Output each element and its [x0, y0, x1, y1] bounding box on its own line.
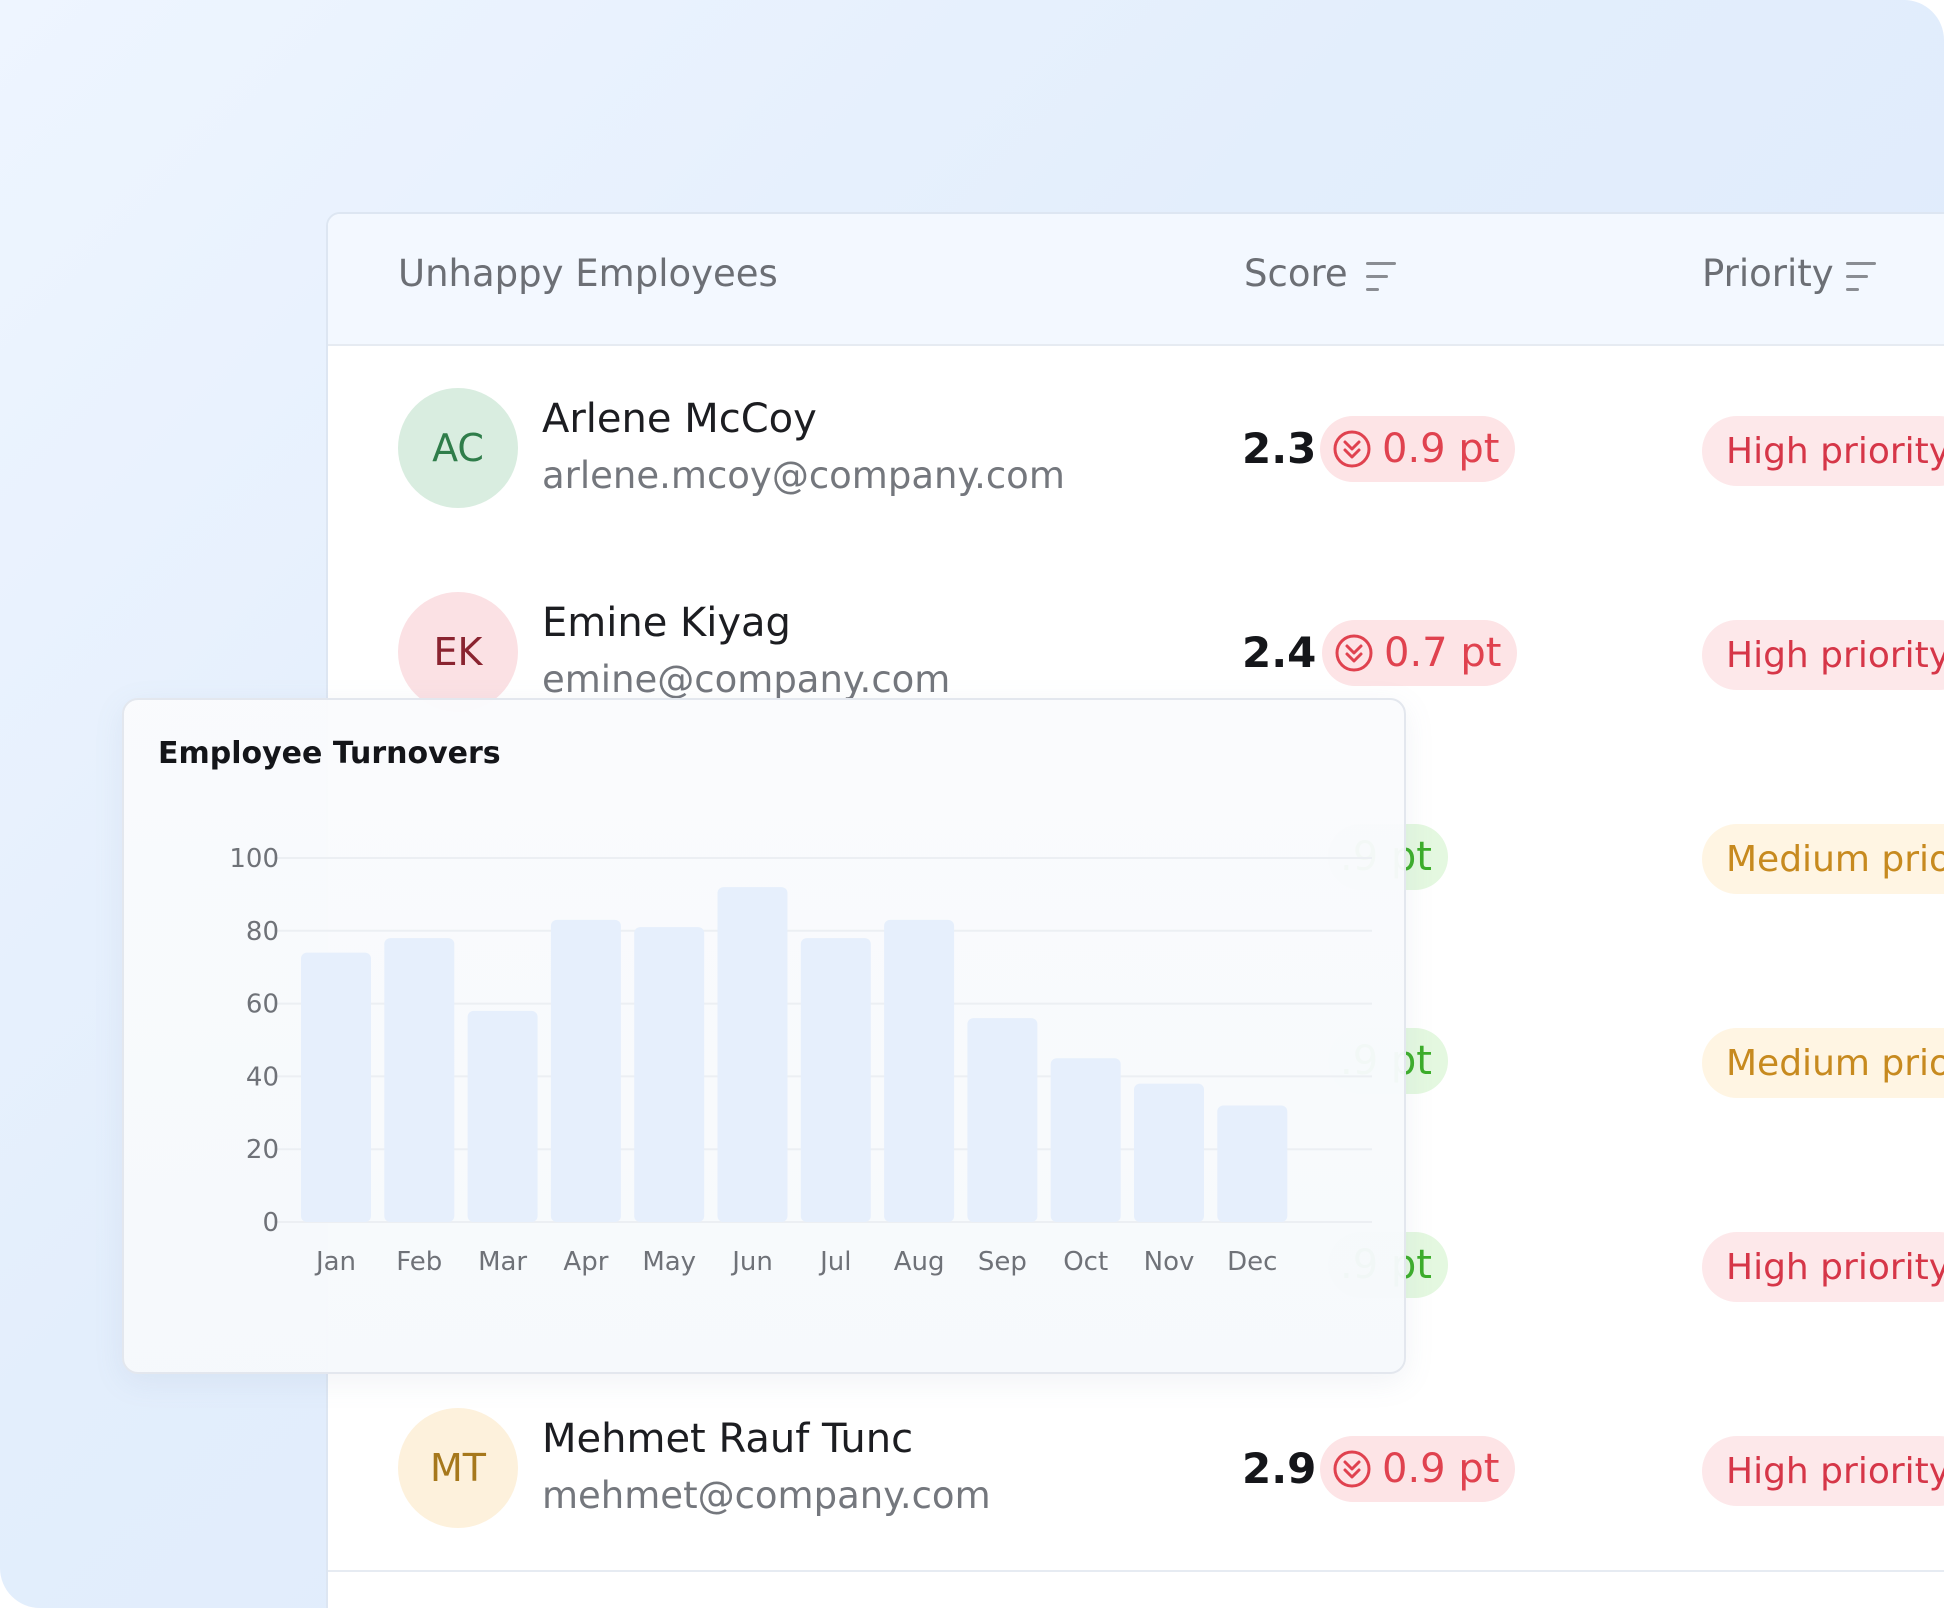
turnover-bar-chart: 0 20 40 60 80 100 Jan Feb Mar Apr May Jun Jul Aug Sep O…: [229, 844, 1372, 1277]
priority-badge: High priority: [1702, 620, 1944, 690]
avatar: EK: [398, 592, 518, 712]
score-change-value: 0.9 pt: [1382, 1446, 1500, 1492]
y-tick-label: 80: [246, 917, 279, 947]
score-change-value: 0.7 pt: [1384, 630, 1502, 676]
bar-sep[interactable]: [967, 1018, 1038, 1222]
score-change-badge: 0.7 pt: [1322, 620, 1518, 686]
employee-email: emine@company.com: [542, 658, 951, 701]
y-tick-label: 60: [246, 990, 279, 1020]
double-chevron-down-circle-icon: [1333, 1450, 1371, 1488]
priority-badge: High priority: [1702, 1436, 1944, 1506]
employee-name: Arlene McCoy: [542, 396, 817, 442]
score-value: 2.9: [1242, 1444, 1317, 1493]
x-tick-label: Mar: [478, 1247, 527, 1277]
avatar: AC: [398, 388, 518, 508]
bar-nov[interactable]: [1134, 1083, 1204, 1222]
bar-jul[interactable]: [800, 938, 871, 1222]
y-tick-label: 40: [246, 1062, 279, 1092]
employee-name: Mehmet Rauf Tunc: [542, 1416, 914, 1462]
table-row[interactable]: AC Arlene McCoy arlene.mcoy@company.com …: [328, 346, 1944, 552]
bar-may[interactable]: [634, 927, 705, 1222]
x-tick-label: Aug: [894, 1247, 945, 1277]
bar-jun[interactable]: [717, 887, 788, 1222]
priority-badge: Medium prior: [1702, 1028, 1944, 1098]
y-tick-label: 0: [262, 1208, 279, 1238]
table-header: Unhappy Employees Score Priority: [328, 214, 1944, 346]
x-tick-label: Oct: [1063, 1247, 1108, 1277]
score-value: 2.4: [1242, 628, 1317, 677]
x-tick-label: Jun: [730, 1247, 773, 1277]
priority-column-header[interactable]: Priority: [1702, 252, 1834, 295]
x-tick-label: Jan: [314, 1247, 356, 1277]
bar-feb[interactable]: [384, 938, 455, 1222]
x-tick-label: Feb: [396, 1247, 442, 1277]
employee-email: mehmet@company.com: [542, 1474, 991, 1517]
x-tick-label: May: [642, 1247, 696, 1277]
sort-icon[interactable]: [1366, 262, 1398, 292]
y-tick-label: 20: [246, 1135, 279, 1165]
score-value: 2.3: [1242, 424, 1317, 473]
bar-aug[interactable]: [884, 919, 955, 1222]
bar-oct[interactable]: [1050, 1058, 1121, 1222]
double-chevron-down-circle-icon: [1335, 634, 1373, 672]
bar-mar[interactable]: [467, 1010, 538, 1222]
priority-badge: High priority: [1702, 1232, 1944, 1302]
x-tick-label: Dec: [1227, 1247, 1277, 1277]
score-column-header[interactable]: Score: [1244, 252, 1348, 295]
bar-apr[interactable]: [550, 919, 621, 1222]
sort-icon[interactable]: [1846, 262, 1878, 292]
bar-dec[interactable]: [1217, 1105, 1288, 1222]
table-row[interactable]: MT Mehmet Rauf Tunc mehmet@company.com 2…: [328, 1366, 1944, 1572]
employee-turnovers-chart-card: Employee Turnovers 0 20 40 60 80 100 Jan Feb Mar…: [122, 698, 1406, 1374]
x-tick-label: Jul: [818, 1247, 851, 1277]
bar-jan[interactable]: [301, 952, 371, 1222]
score-change-value: 0.9 pt: [1382, 426, 1500, 472]
x-tick-label: Apr: [563, 1247, 608, 1277]
y-tick-label: 100: [229, 844, 279, 874]
x-tick-label: Nov: [1144, 1247, 1195, 1277]
employee-name: Emine Kiyag: [542, 600, 791, 646]
score-change-badge: 0.9 pt: [1320, 416, 1516, 482]
priority-badge: High priority: [1702, 416, 1944, 486]
score-change-badge: 0.9 pt: [1320, 1436, 1516, 1502]
priority-badge: Medium prior: [1702, 824, 1944, 894]
x-tick-label: Sep: [978, 1247, 1027, 1277]
chart-title: Employee Turnovers: [158, 736, 501, 771]
table-title: Unhappy Employees: [398, 252, 778, 295]
employee-email: arlene.mcoy@company.com: [542, 454, 1065, 497]
double-chevron-down-circle-icon: [1333, 430, 1371, 468]
avatar: MT: [398, 1408, 518, 1528]
